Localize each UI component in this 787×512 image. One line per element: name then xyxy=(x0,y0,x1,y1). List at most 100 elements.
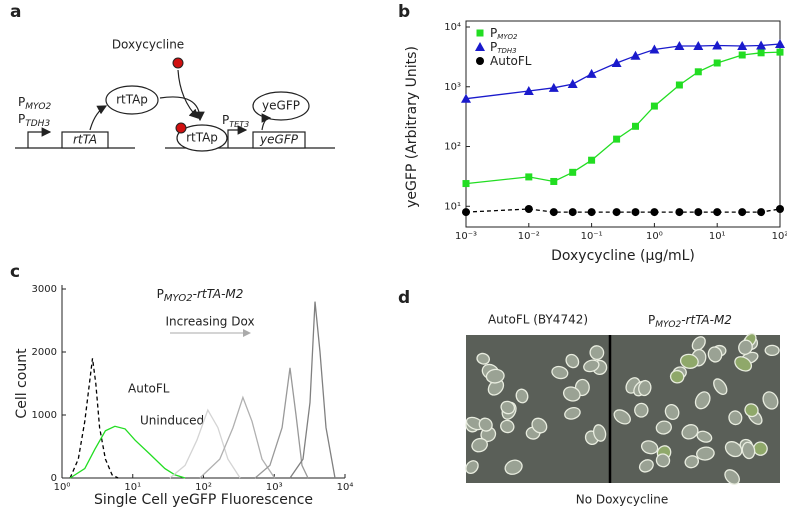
marker xyxy=(587,208,596,217)
series-line xyxy=(199,395,276,479)
y-axis-label: yeGFP (Arbitrary Units) xyxy=(404,46,420,208)
x-axis-label: Single Cell yeGFP Fluorescence xyxy=(94,492,313,508)
x-axis-label: Doxycycline (µg/mL) xyxy=(551,248,695,264)
marker xyxy=(693,41,704,51)
text-part: P xyxy=(490,26,497,40)
protein-bound xyxy=(176,124,228,152)
series-line xyxy=(289,301,336,479)
marker xyxy=(613,135,621,143)
promoter-label: PTDH3 xyxy=(18,112,50,129)
cell xyxy=(669,369,685,384)
cell xyxy=(691,336,706,352)
marker xyxy=(713,208,722,217)
x-tick-label: 10⁴ xyxy=(337,482,354,493)
series-label: Uninduced xyxy=(140,414,204,428)
cell xyxy=(694,391,711,410)
gene-box xyxy=(61,131,109,149)
inducer-dot xyxy=(172,57,184,69)
arrow xyxy=(261,113,272,131)
marker xyxy=(550,177,558,185)
cell xyxy=(655,453,671,468)
cell xyxy=(478,417,493,432)
marker xyxy=(756,40,767,50)
marker xyxy=(567,79,578,89)
y-tick-label: 0 xyxy=(51,473,57,484)
legend-marker xyxy=(476,57,484,65)
marker xyxy=(461,93,471,103)
y-axis-label: Cell count xyxy=(14,348,30,419)
micrograph-label: PMYO2-rtTA-M2 xyxy=(648,313,732,330)
series-line xyxy=(465,43,781,100)
cell xyxy=(696,446,715,461)
marker xyxy=(738,51,746,59)
reporter xyxy=(252,91,310,121)
cell xyxy=(634,402,649,418)
y-tick-label: 10² xyxy=(444,142,461,153)
text-part: MYO2 xyxy=(25,102,51,112)
series-line xyxy=(169,408,241,479)
cell xyxy=(713,378,728,395)
promoter-arrow xyxy=(227,125,248,148)
cell xyxy=(664,403,680,421)
marker xyxy=(757,49,765,57)
text-part: -rtTA-M2 xyxy=(681,313,732,327)
marker xyxy=(776,205,784,214)
cell xyxy=(471,437,488,453)
cell xyxy=(592,424,607,442)
cell xyxy=(679,353,699,369)
marker xyxy=(462,180,470,188)
panel-label: a xyxy=(10,2,21,22)
cell xyxy=(476,352,491,365)
text-part: TET3 xyxy=(229,120,249,129)
marker xyxy=(611,57,622,67)
legend-marker xyxy=(476,29,484,37)
marker xyxy=(757,208,766,217)
y-tick-label: 10³ xyxy=(444,82,461,93)
cell xyxy=(638,459,654,473)
marker xyxy=(694,68,702,76)
y-tick-label: 1000 xyxy=(32,410,57,421)
gene-label: yeGFP xyxy=(259,133,299,147)
text-part: AutoFL xyxy=(490,54,532,68)
text-part: P xyxy=(490,40,497,54)
cells xyxy=(465,332,780,485)
cell xyxy=(500,419,515,434)
cell xyxy=(707,346,723,363)
cell xyxy=(564,407,581,420)
cell xyxy=(551,365,569,380)
cell xyxy=(724,441,743,458)
cell xyxy=(681,424,699,440)
legend-marker xyxy=(475,42,485,51)
gene-box xyxy=(252,131,306,149)
series-line xyxy=(465,51,781,185)
micrograph-label: AutoFL (BY4742) xyxy=(488,313,588,327)
y-tick-label: 10⁴ xyxy=(444,22,461,33)
x-tick-label: 10⁰ xyxy=(646,231,663,242)
x-tick-label: 10¹ xyxy=(124,482,141,493)
cell xyxy=(589,345,605,361)
legend-label: PMYO2 xyxy=(490,26,518,42)
diagram xyxy=(15,69,335,152)
marker xyxy=(569,168,577,176)
x-tick-label: 10⁻¹ xyxy=(581,231,603,242)
marker xyxy=(776,48,784,56)
marker xyxy=(649,44,660,54)
marker xyxy=(630,50,641,60)
marker xyxy=(462,208,470,217)
cell xyxy=(764,344,780,357)
protein-label: rtTAp xyxy=(186,131,218,145)
x-tick-label: 10² xyxy=(195,482,212,493)
marker xyxy=(631,122,639,130)
marker xyxy=(650,102,658,110)
arrow xyxy=(159,96,205,122)
marker xyxy=(738,208,747,217)
inducer-dot xyxy=(175,122,187,134)
marker xyxy=(713,59,721,67)
text-part: P xyxy=(157,287,164,301)
series-line xyxy=(465,208,781,213)
cell xyxy=(734,356,753,372)
reporter-label: yeGFP xyxy=(262,99,300,113)
marker xyxy=(775,38,785,48)
text-part: MYO2 xyxy=(497,33,518,41)
cell xyxy=(724,469,740,485)
